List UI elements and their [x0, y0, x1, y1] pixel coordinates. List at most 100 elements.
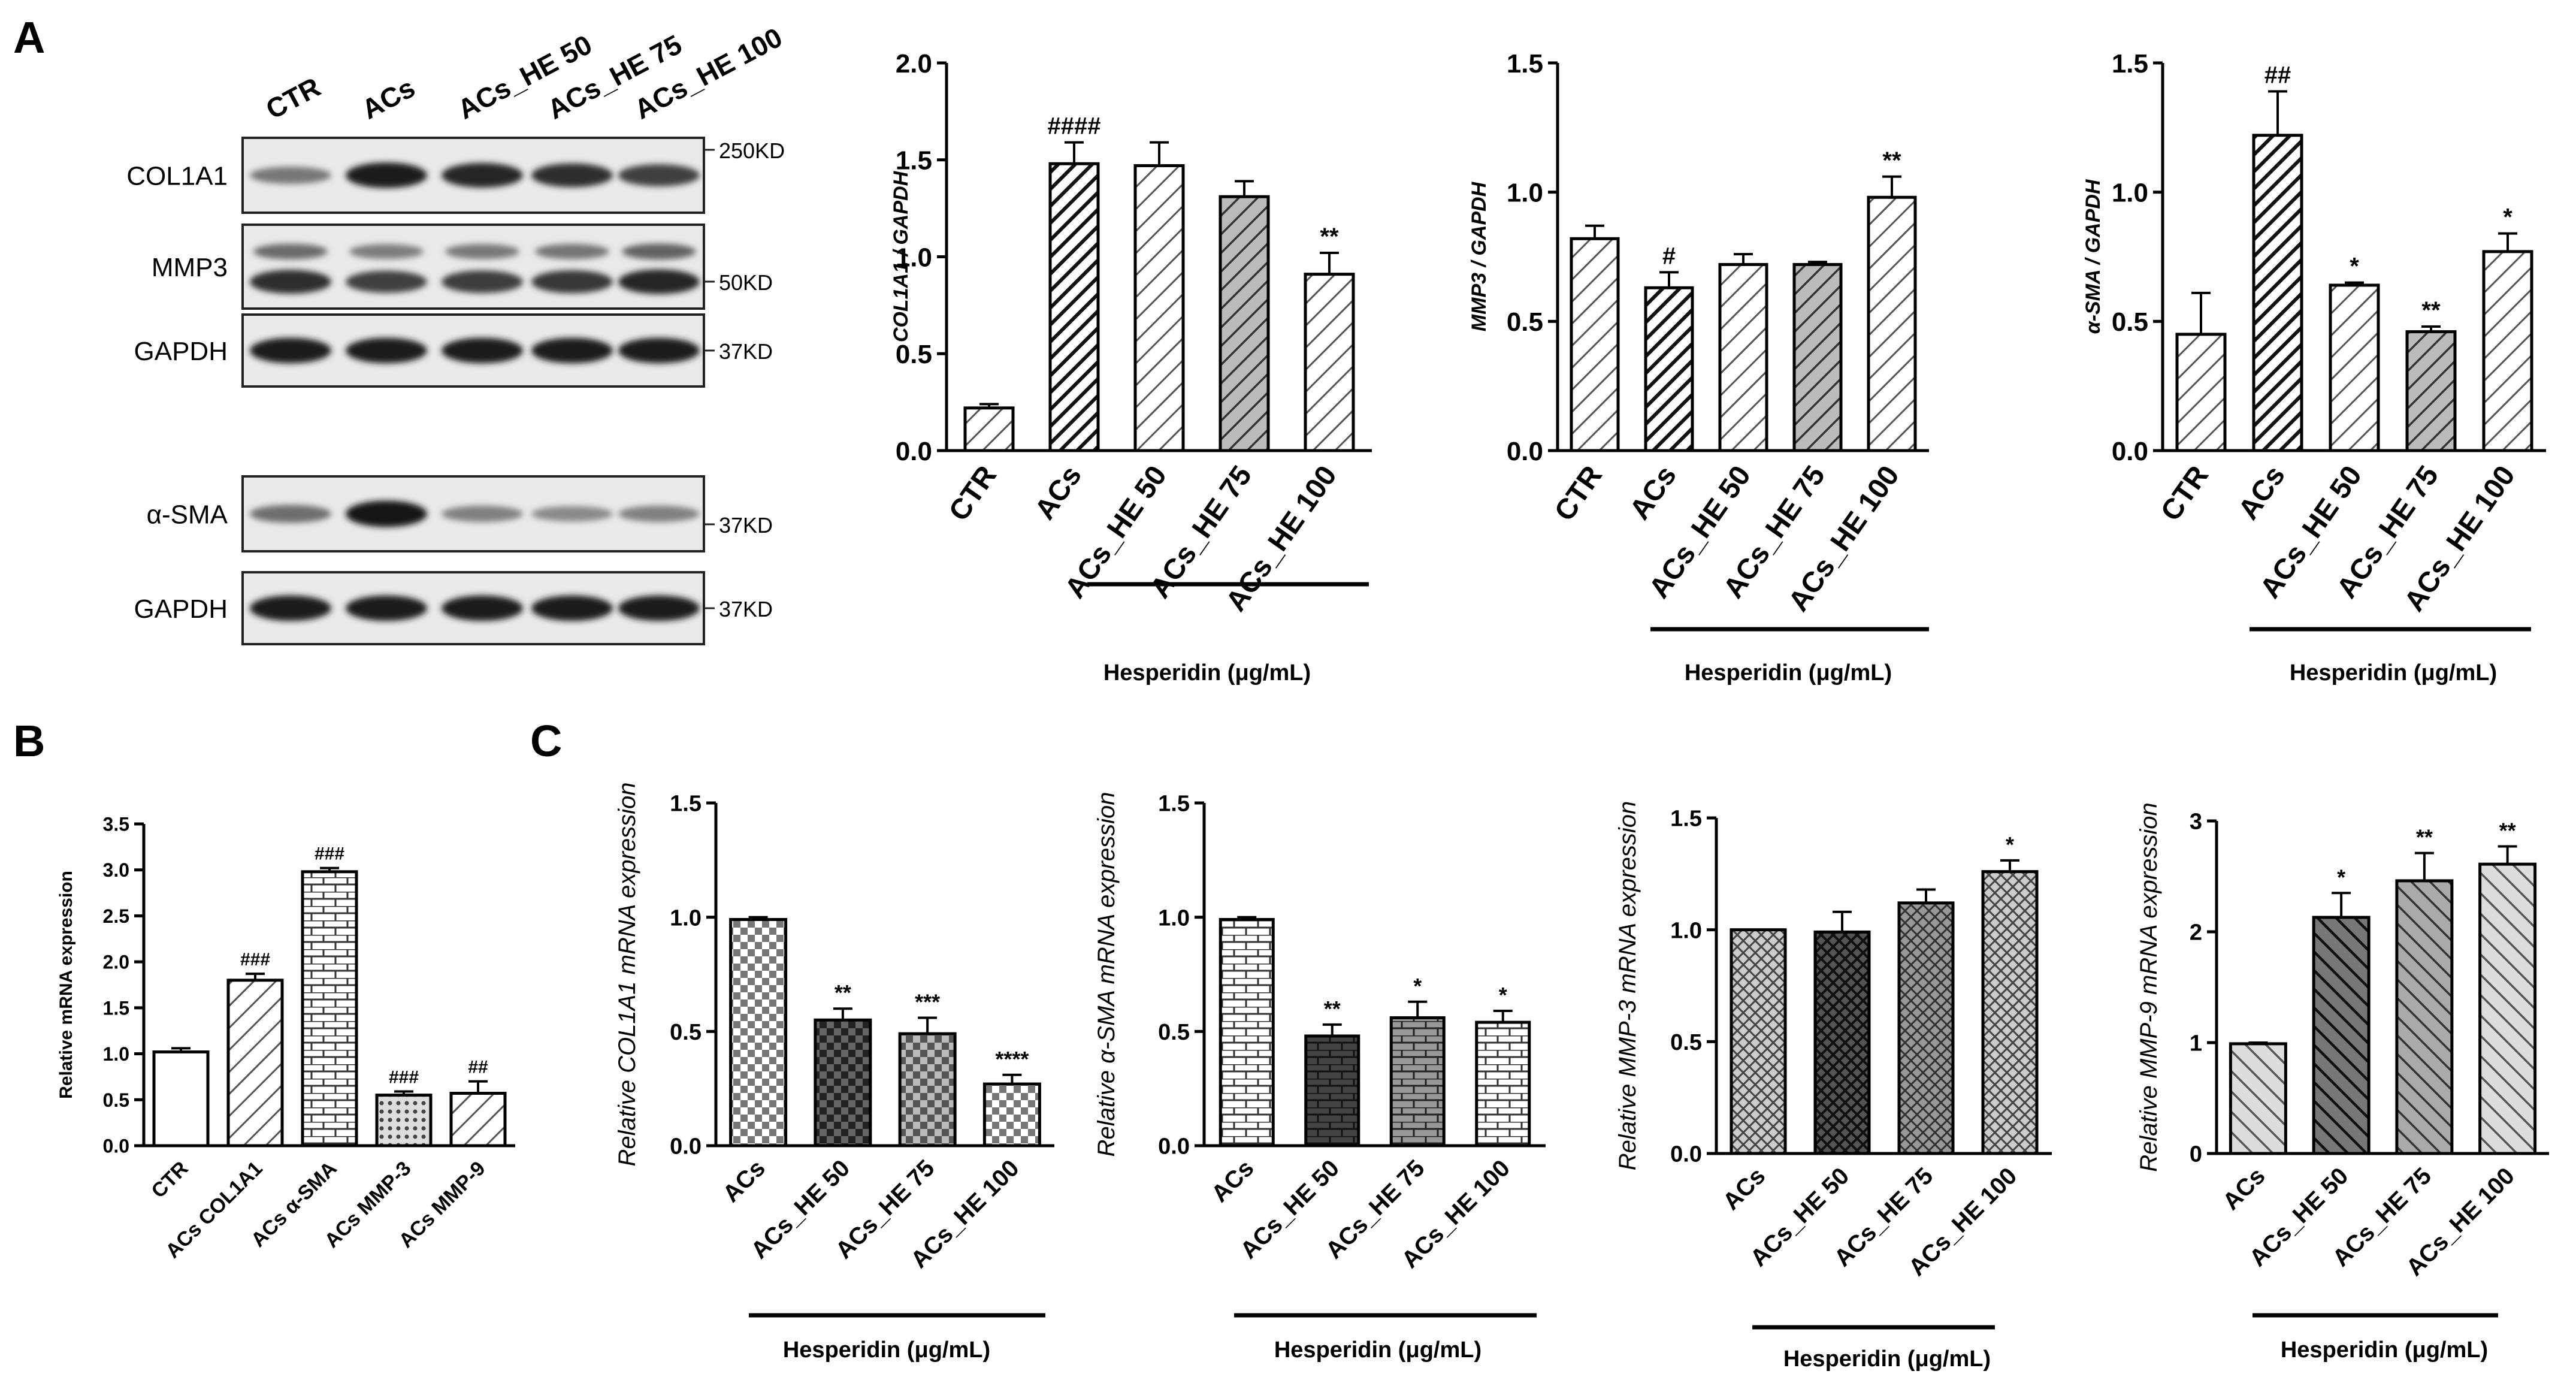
significance-label: ## — [2264, 62, 2291, 88]
significance-label: ### — [389, 1067, 419, 1087]
bar — [301, 870, 358, 1148]
bar — [729, 917, 788, 1148]
significance-label: * — [2350, 253, 2359, 280]
x-tick-label: ACs — [2218, 1162, 2270, 1215]
x-axis-label: Hesperidin (μg/mL) — [1685, 660, 1892, 686]
y-tick-label: 1.0 — [2112, 179, 2148, 208]
chart-c2: 0.0 0.5 1.0 1.5 Relative α-SMA mRNA expressi… — [1093, 792, 1546, 1363]
blot-row-label: α-SMA — [147, 500, 228, 530]
significance-label: # — [1662, 243, 1676, 269]
blot-band — [250, 595, 331, 621]
y-axis-label: Relative MMP-3 mRNA expression — [1614, 801, 1641, 1170]
bar — [1570, 237, 1620, 452]
bar — [1792, 262, 1843, 452]
bar — [1219, 195, 1270, 452]
y-tick-label: 0.5 — [103, 1089, 129, 1111]
blot-band — [618, 337, 700, 364]
y-tick-label: 1.5 — [670, 792, 702, 817]
bar — [2395, 879, 2454, 1155]
blot-row-label: MMP3 — [152, 253, 228, 282]
y-tick-label: 0.0 — [103, 1136, 129, 1157]
bar — [1475, 1020, 1531, 1148]
y-tick-label: 2 — [2190, 920, 2202, 946]
blot-band — [442, 337, 523, 364]
y-tick-label: 0.5 — [1670, 1030, 1702, 1055]
x-tick-label: CTR — [1549, 460, 1609, 527]
x-tick-label: ACs — [1207, 1155, 1259, 1207]
blot-row-label: GAPDH — [134, 594, 228, 624]
blot-lane-label: CTR — [261, 71, 325, 125]
x-tick-label: CTR — [147, 1157, 192, 1203]
x-tick-label: CTR — [2155, 460, 2215, 527]
y-tick-label: 1.0 — [1507, 179, 1543, 208]
x-tick-label: ACs — [718, 1155, 770, 1207]
x-axis-label: Hesperidin (μg/mL) — [783, 1337, 990, 1363]
significance-label: *** — [915, 989, 940, 1014]
bar — [1644, 286, 1694, 452]
blot-band — [442, 270, 523, 294]
significance-label: ** — [2416, 825, 2433, 850]
bar — [1813, 930, 1871, 1155]
y-tick-label: 1.5 — [1670, 807, 1702, 832]
chart-c3: 0.0 0.5 1.0 1.5 Relative MMP-3 mRNA expressi… — [1614, 801, 2052, 1372]
significance-label: * — [1499, 983, 1507, 1007]
x-axis-label: Hesperidin (μg/mL) — [1783, 1346, 1991, 1372]
bar — [1048, 162, 1100, 452]
blot-band — [250, 167, 331, 184]
bar — [2175, 333, 2227, 452]
y-tick-label: 0.0 — [896, 437, 932, 466]
blot-band — [250, 337, 331, 364]
y-tick-label: 0.5 — [1507, 307, 1543, 337]
significance-label: * — [1413, 974, 1422, 998]
bar — [2329, 283, 2380, 452]
y-tick-label: 1.5 — [1507, 49, 1543, 78]
significance-label: * — [2006, 832, 2014, 857]
blot-marker-label: 37KD — [719, 597, 773, 621]
y-tick-label: 0.5 — [896, 340, 932, 369]
bar — [152, 1050, 210, 1148]
blot-band — [442, 595, 523, 621]
blot-band — [531, 270, 613, 294]
y-tick-label: 1.0 — [1670, 918, 1702, 943]
blot-band — [445, 244, 519, 259]
bar — [2478, 862, 2537, 1155]
y-tick-label: 1.5 — [103, 997, 129, 1019]
y-tick-label: 1 — [2190, 1031, 2202, 1056]
bar — [1730, 928, 1787, 1155]
y-tick-label: 1.0 — [103, 1043, 129, 1065]
blot-band — [250, 270, 331, 294]
blot-band — [346, 500, 427, 527]
bar — [2405, 330, 2457, 452]
bar — [1389, 1016, 1446, 1148]
blot-band — [442, 162, 523, 188]
bar — [898, 1032, 957, 1148]
y-tick-label: 3.0 — [103, 859, 129, 881]
x-axis-label: Hesperidin (μg/mL) — [1274, 1337, 1481, 1363]
bar — [2312, 916, 2371, 1155]
y-axis-label: Relative α-SMA mRNA expression — [1093, 792, 1120, 1157]
bar — [2252, 134, 2303, 452]
blot-marker-label: 37KD — [719, 339, 773, 364]
y-tick-label: 0.0 — [670, 1134, 702, 1159]
panel-label-b: B — [13, 716, 45, 766]
bar — [814, 1018, 872, 1148]
blot-band — [531, 595, 613, 621]
blot-row-frame — [241, 224, 705, 310]
blot-marker-label: 250KD — [719, 138, 785, 163]
significance-label: * — [2337, 865, 2345, 889]
y-tick-label: 1.0 — [670, 905, 702, 931]
panel-label-c: C — [530, 716, 562, 766]
blot-band — [618, 595, 700, 621]
bar — [982, 1082, 1041, 1148]
y-axis-label: α-SMA / GAPDH — [2082, 179, 2105, 334]
panel-label-a: A — [13, 13, 45, 62]
blot-band — [346, 162, 427, 188]
significance-label: ** — [1882, 147, 1901, 174]
y-tick-label: 0.0 — [1507, 437, 1543, 466]
bar — [1304, 1034, 1360, 1148]
blot-row-label: COL1A1 — [126, 162, 228, 191]
y-tick-label: 1.0 — [896, 243, 932, 272]
